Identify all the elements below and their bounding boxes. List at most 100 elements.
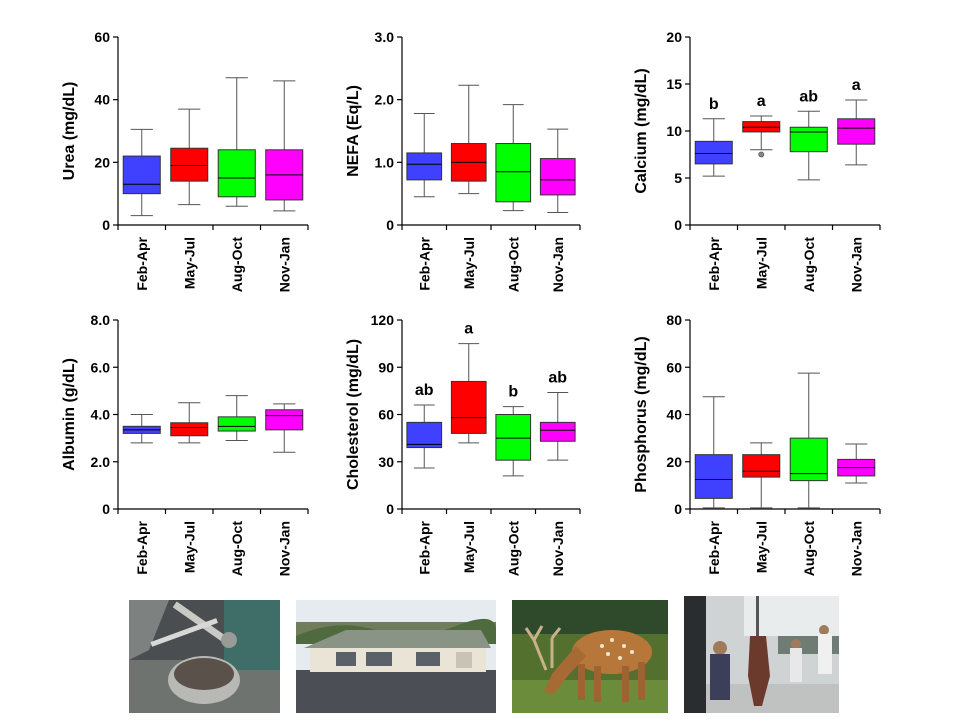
box-iqr xyxy=(539,421,576,442)
chart-panel-2: 0 5 10 15 20 Calcium (mg/dL) b Feb-Apr a May-Jul a… xyxy=(633,29,881,293)
y-tick-label: 8.0 xyxy=(91,312,111,328)
significance-letter: b xyxy=(709,96,719,113)
box-iqr xyxy=(694,454,733,499)
y-tick-label: 0 xyxy=(386,217,394,233)
sika-deer-photo xyxy=(512,600,668,713)
x-tick-label: Feb-Apr xyxy=(416,520,432,574)
chart-panel-4: 0 30 60 90 120 Cholesterol (mg/dL) ab Feb-Apr a M… xyxy=(345,312,581,577)
significance-letter: ab xyxy=(548,369,567,386)
chart-panel-3: 0 2.0 4.0 6.0 8.0 Albumin (g/dL) Feb-Apr May-Ju… xyxy=(61,312,309,577)
box-iqr xyxy=(539,158,576,196)
box-nov-jan: ab xyxy=(539,369,576,461)
y-tick-label: 20 xyxy=(666,29,682,45)
box-feb-apr xyxy=(406,112,443,198)
outlier-point xyxy=(758,151,765,158)
y-tick-label: 20 xyxy=(94,154,110,170)
box-iqr xyxy=(742,454,781,478)
box-may-jul xyxy=(742,442,781,509)
box-iqr xyxy=(217,149,256,198)
box-iqr xyxy=(495,143,532,203)
chart-panel-1: 0 1.0 2.0 3.0 NEFA (Eq/L) Feb-Apr May-Jul Aug-O… xyxy=(345,29,581,292)
box-nov-jan xyxy=(265,403,304,453)
y-axis-label: Albumin (g/dL) xyxy=(61,358,78,471)
significance-letter: a xyxy=(852,77,861,94)
box-feb-apr xyxy=(122,128,161,217)
y-tick-label: 5 xyxy=(674,170,682,186)
y-tick-label: 20 xyxy=(666,454,682,470)
y-tick-label: 4.0 xyxy=(91,407,111,423)
box-nov-jan xyxy=(539,128,576,213)
x-tick-label: May-Jul xyxy=(753,521,769,573)
box-iqr xyxy=(694,140,733,165)
y-tick-label: 0 xyxy=(674,501,682,517)
y-tick-label: 60 xyxy=(94,29,110,45)
x-tick-label: Aug-Oct xyxy=(801,237,817,293)
y-tick-label: 1.0 xyxy=(375,154,395,170)
y-tick-label: 80 xyxy=(666,312,682,328)
facility-building-photo xyxy=(296,600,496,713)
x-tick-label: May-Jul xyxy=(181,237,197,289)
box-aug-oct: ab xyxy=(789,88,828,181)
y-axis-label: Cholesterol (mg/dL) xyxy=(345,339,362,490)
x-tick-label: Aug-Oct xyxy=(801,521,817,577)
y-tick-label: 15 xyxy=(666,76,682,92)
box-may-jul: a xyxy=(450,321,487,444)
x-tick-label: Aug-Oct xyxy=(229,521,245,577)
box-may-jul: a xyxy=(742,93,781,158)
box-feb-apr: b xyxy=(694,96,733,177)
box-iqr xyxy=(837,118,876,145)
box-aug-oct: b xyxy=(495,384,532,477)
y-tick-label: 60 xyxy=(666,359,682,375)
x-tick-label: Aug-Oct xyxy=(505,521,521,577)
significance-letter: a xyxy=(757,93,766,110)
y-axis-label: Phosphorus (mg/dL) xyxy=(633,336,650,492)
box-may-jul xyxy=(170,402,209,444)
significance-letter: ab xyxy=(415,382,434,399)
x-tick-label: Nov-Jan xyxy=(276,521,292,576)
y-tick-label: 120 xyxy=(371,312,395,328)
box-feb-apr xyxy=(122,414,161,444)
x-tick-label: Nov-Jan xyxy=(550,237,566,292)
box-iqr xyxy=(170,422,209,437)
x-tick-label: Feb-Apr xyxy=(134,520,150,574)
box-aug-oct xyxy=(217,77,256,207)
x-tick-label: Feb-Apr xyxy=(134,236,150,290)
x-tick-label: Nov-Jan xyxy=(276,237,292,292)
y-tick-label: 90 xyxy=(378,359,394,375)
box-iqr xyxy=(450,380,487,434)
box-feb-apr: ab xyxy=(406,382,443,469)
y-tick-label: 0 xyxy=(386,501,394,517)
y-axis-label: NEFA (Eq/L) xyxy=(345,85,362,177)
box-iqr xyxy=(170,147,209,182)
box-aug-oct xyxy=(495,104,532,212)
box-iqr xyxy=(122,155,161,195)
significance-letter: ab xyxy=(799,88,818,105)
significance-letter: a xyxy=(464,321,473,338)
chart-panel-5: 0 20 40 60 80 Phosphorus (mg/dL) Feb-Apr May-Ju… xyxy=(633,312,881,577)
box-may-jul xyxy=(170,108,209,206)
box-feb-apr xyxy=(694,396,733,509)
x-tick-label: Feb-Apr xyxy=(706,520,722,574)
box-aug-oct xyxy=(217,395,256,441)
box-iqr xyxy=(789,126,828,153)
x-tick-label: Aug-Oct xyxy=(229,237,245,293)
y-tick-label: 60 xyxy=(378,407,394,423)
significance-letter: b xyxy=(508,384,518,401)
x-tick-label: May-Jul xyxy=(181,521,197,573)
box-may-jul xyxy=(450,84,487,195)
x-tick-label: May-Jul xyxy=(461,521,477,573)
y-tick-label: 10 xyxy=(666,123,682,139)
x-tick-label: Feb-Apr xyxy=(416,236,432,290)
y-tick-label: 0 xyxy=(102,217,110,233)
y-axis-label: Calcium (mg/dL) xyxy=(633,68,650,193)
x-tick-label: Nov-Jan xyxy=(550,521,566,576)
y-tick-label: 0 xyxy=(102,501,110,517)
y-tick-label: 3.0 xyxy=(375,29,395,45)
y-tick-label: 40 xyxy=(666,407,682,423)
y-tick-label: 40 xyxy=(94,92,110,108)
box-aug-oct xyxy=(789,372,828,509)
box-iqr xyxy=(217,416,256,432)
y-tick-label: 2.0 xyxy=(91,454,111,470)
y-tick-label: 30 xyxy=(378,454,394,470)
